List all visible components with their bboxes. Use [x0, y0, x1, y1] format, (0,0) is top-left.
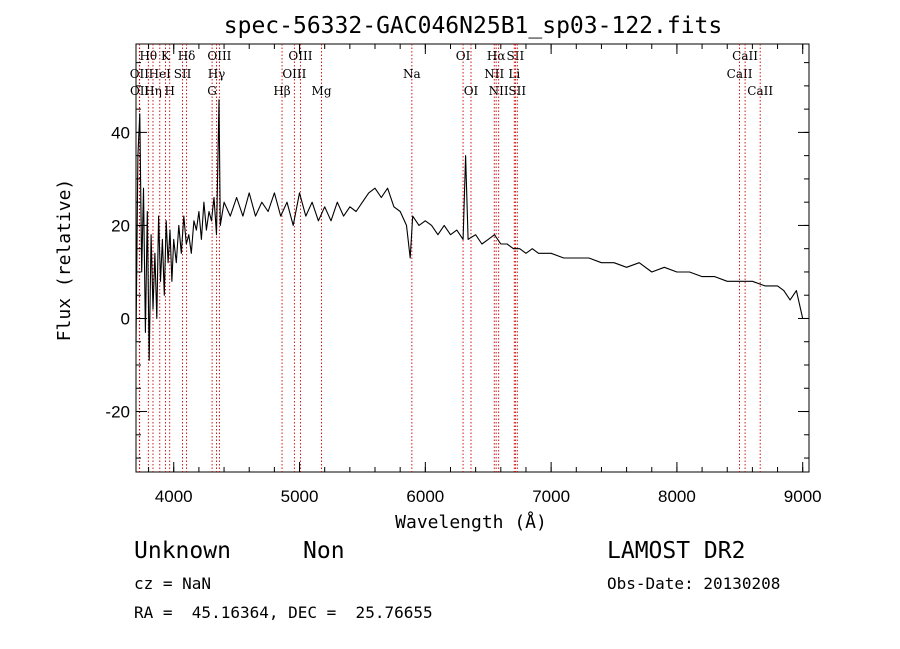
x-tick-label: 6000 [406, 487, 444, 506]
coordinates: RA = 45.16364, DEC = 25.76655 [134, 603, 433, 622]
spectral-line-label: OII [130, 84, 150, 98]
spectral-line-label: Hβ [273, 84, 290, 98]
y-tick-label: -20 [105, 403, 130, 422]
spectral-line-label: Hη [144, 84, 162, 98]
spectral-line-label: NII [484, 67, 504, 81]
survey-name: LAMOST DR2 [607, 538, 746, 564]
y-tick-label: 20 [111, 216, 130, 235]
spectral-line-label: K [161, 49, 171, 63]
x-tick-label: 8000 [658, 487, 696, 506]
x-tick-label: 5000 [281, 487, 319, 506]
x-tick-label: 7000 [532, 487, 570, 506]
spectral-line-label: Mg [312, 84, 332, 98]
spectral-line-label: Hθ [139, 49, 157, 63]
obs-date: Obs-Date: 20130208 [607, 574, 781, 593]
object-class: Unknown [134, 538, 231, 564]
spectral-line-label: CaII [747, 84, 773, 98]
x-axis-label: Wavelength (Å) [395, 511, 547, 533]
chart-title: spec-56332-GAC046N25B1_sp03-122.fits [224, 13, 723, 39]
spectral-line-label: Li [508, 67, 520, 81]
y-tick-label: 0 [121, 309, 130, 328]
spectral-line-label: CaII [727, 67, 753, 81]
x-tick-label: 9000 [784, 487, 822, 506]
spectral-line-label: Hδ [178, 49, 196, 63]
spectral-line-label: Hα [487, 49, 506, 63]
spectral-line-label: OI [456, 49, 471, 63]
spectral-line-label: OIII [282, 67, 306, 81]
object-subclass: Non [303, 538, 345, 564]
plot-frame [135, 43, 810, 473]
spectrum-series-line [135, 99, 804, 361]
spectral-line-label: H [164, 84, 174, 98]
spectral-line-label: OI [464, 84, 479, 98]
x-tick-label: 4000 [155, 487, 193, 506]
redshift-value: cz = NaN [134, 574, 212, 593]
spectral-line-label: Na [403, 67, 421, 81]
spectral-line-label: OIII [207, 49, 231, 63]
spectral-line-label: OIII [288, 49, 312, 63]
spectral-line-label: SII [508, 84, 526, 98]
spectral-line-label: NII [489, 84, 509, 98]
spectral-line-label: Hγ [208, 67, 226, 81]
spectral-line-label: HeI [149, 67, 172, 81]
spectral-line-label: SII [507, 49, 525, 63]
spectral-line-label: G [207, 84, 217, 98]
spectral-line-label: SII [174, 67, 192, 81]
spectral-line-label: OII [130, 67, 150, 81]
y-axis-label: Flux (relative) [54, 179, 75, 342]
y-tick-label: 40 [111, 123, 130, 142]
plot-area: OIIOIIHθHηHeIKHSIIHδGHγOIIIHβOIIIOIIIMgN… [105, 43, 822, 506]
spectral-line-label: CaII [732, 49, 758, 63]
